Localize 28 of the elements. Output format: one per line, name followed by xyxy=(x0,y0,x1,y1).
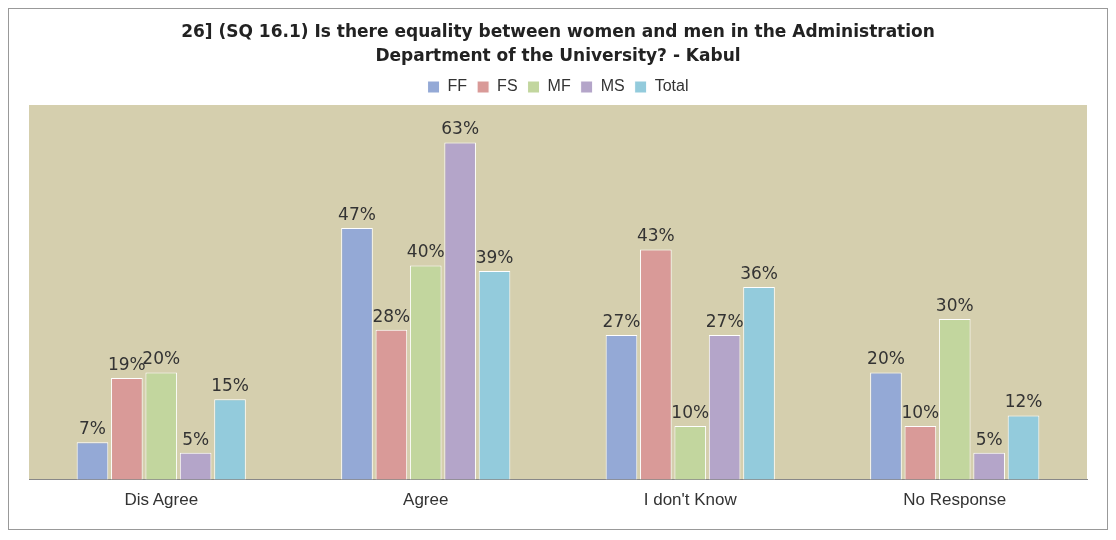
data-label: 5% xyxy=(182,428,210,449)
x-tick-label: Agree xyxy=(403,490,449,510)
data-label: 47% xyxy=(338,204,376,224)
data-label: 39% xyxy=(475,246,514,267)
data-label: 7% xyxy=(78,418,106,439)
data-label: 28% xyxy=(372,305,411,326)
data-label: 10% xyxy=(671,402,710,423)
data-label: 15% xyxy=(211,375,249,396)
data-label: 20% xyxy=(867,348,905,369)
data-label: 63% xyxy=(441,118,480,139)
data-label: 5% xyxy=(975,428,1003,449)
data-label: 27% xyxy=(602,311,641,332)
data-label: 27% xyxy=(705,311,744,332)
data-label: 43% xyxy=(636,225,675,246)
data-label: 30% xyxy=(935,294,974,315)
x-tick-label: No Response xyxy=(903,490,1007,510)
data-label: 40% xyxy=(406,241,445,262)
data-label: 10% xyxy=(901,402,940,423)
legend-label: MF xyxy=(547,77,571,95)
data-label: 12% xyxy=(1004,391,1043,412)
legend-label: FS xyxy=(497,77,518,95)
legend-label: MS xyxy=(600,77,625,95)
legend-label: FF xyxy=(447,77,468,95)
chart-title: 26] (SQ 16.1) Is there equality between women and men in the Administration Department of the University? - Kabul xyxy=(180,20,936,67)
data-label: 36% xyxy=(740,262,778,283)
legend-label: Total xyxy=(654,77,689,95)
x-tick-label: Dis Agree xyxy=(124,490,199,510)
x-tick-label: I don't Know xyxy=(643,490,738,510)
